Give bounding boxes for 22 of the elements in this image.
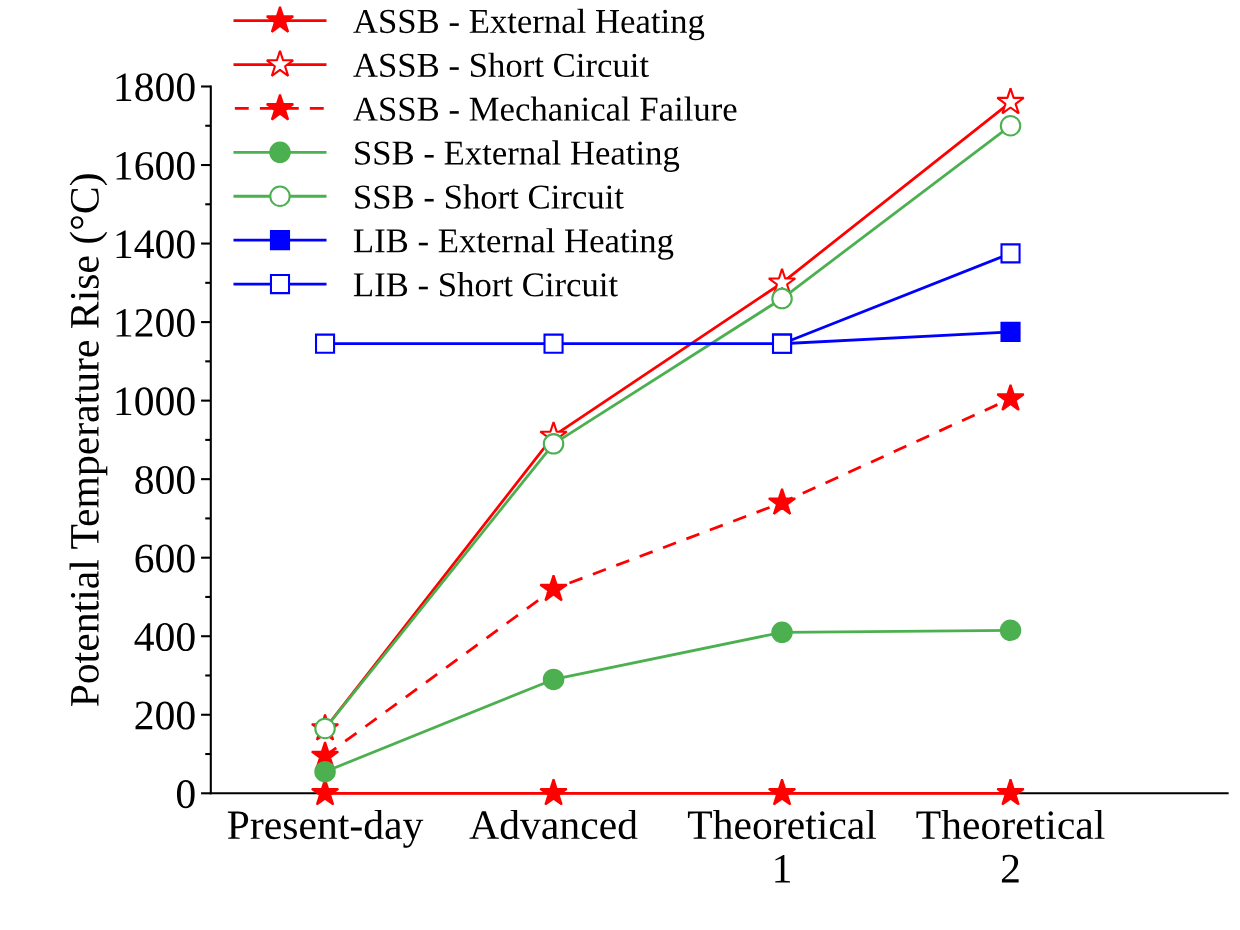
x-tick-label: Advanced	[469, 809, 638, 840]
legend-label: LIB - External Heating	[353, 228, 674, 260]
y-tick-label: 400	[134, 622, 195, 652]
y-tick-label: 800	[135, 465, 195, 495]
y-axis-title: Potential Temperature Rise (°C)	[69, 174, 108, 707]
y-tick-label: 1800	[116, 73, 195, 102]
legend-label: ASSB - External Heating	[353, 8, 705, 41]
y-tick-label: 1200	[116, 308, 195, 337]
y-tick-label: 1400	[116, 230, 195, 259]
legend-label: LIB - Short Circuit	[353, 272, 618, 297]
legend-label: SSB - External Heating	[355, 140, 680, 172]
legend-label: SSB - Short Circuit	[355, 184, 624, 209]
legend-label: ASSB - Mechanical Failure	[353, 96, 737, 121]
x-tick-label: Theoretical 2	[916, 809, 1105, 883]
y-tick-label: 1000	[116, 387, 195, 416]
y-tick-label: 0	[176, 780, 195, 809]
y-tick-label: 200	[135, 701, 195, 730]
y-tick-label: 600	[135, 544, 195, 573]
x-tick-label: Present-day	[227, 809, 424, 848]
legend-label: ASSB - Short Circuit	[353, 52, 649, 78]
x-tick-label: Theoretical 1	[687, 809, 877, 883]
y-tick-label: 1600	[116, 151, 195, 180]
